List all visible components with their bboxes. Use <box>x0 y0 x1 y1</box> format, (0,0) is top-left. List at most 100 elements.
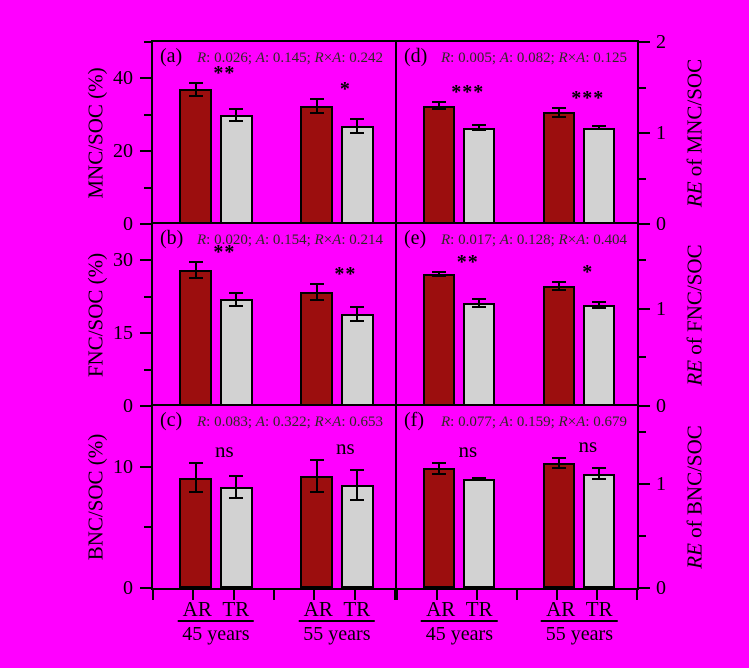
error-bar <box>592 124 607 131</box>
x-group-label-1: AR TR 55 years <box>298 598 376 646</box>
x-group-label-0: AR TR 45 years <box>177 598 255 645</box>
x-tick <box>436 590 438 600</box>
bar-AR-55-years <box>300 291 334 406</box>
error-bar-line <box>356 469 358 501</box>
error-bar <box>472 123 487 132</box>
y-tick-label: 0 <box>656 213 666 235</box>
error-bar <box>432 462 447 475</box>
error-bar-cap-top <box>229 107 243 110</box>
error-bar <box>552 456 567 470</box>
bar-AR-55-years <box>543 463 576 588</box>
y-tick-label: 0 <box>656 395 666 417</box>
bar-AR-45-years <box>179 477 213 588</box>
error-bar-cap-top <box>552 106 567 109</box>
panel-letter-a: (a) <box>160 45 183 67</box>
y-tick-major <box>140 150 151 153</box>
panel-stats-a: R: 0.026; A: 0.145; R×A: 0.242 <box>197 50 384 66</box>
bar-AR-45-years <box>423 105 456 224</box>
error-bar-cap-top <box>309 282 324 285</box>
significance-marker: ** <box>213 240 236 263</box>
error-bar <box>432 101 447 111</box>
significance-marker: ns <box>458 438 478 463</box>
error-bar-line <box>194 461 197 494</box>
error-bar-cap-top <box>188 82 203 85</box>
y-tick-label: 1 <box>656 297 666 320</box>
error-bar <box>472 476 487 481</box>
y-axis-title-a: MNC/SOC (%) <box>83 67 108 199</box>
panel-b: (b) R: 0.020; A: 0.154; R×A: 0.214 ** ** <box>153 224 395 406</box>
y-tick-major <box>140 259 151 262</box>
error-bar <box>552 106 567 118</box>
y-tick-major <box>639 41 650 43</box>
error-bar-cap-bottom <box>432 472 447 475</box>
x-tick <box>636 590 638 600</box>
bar-TR-55-years <box>340 313 374 406</box>
y-tick-minor <box>144 368 151 371</box>
error-bar-cap-bottom <box>350 498 364 501</box>
x-group-label-2: AR TR 45 years <box>421 598 498 645</box>
y-axis-title-b: FNC/SOC (%) <box>83 252 108 378</box>
y-tick-major <box>639 483 650 485</box>
significance-marker: ns <box>215 437 234 462</box>
error-bar-cap-top <box>188 260 203 263</box>
y-tick-label: 15 <box>113 322 133 345</box>
y-tick-label: 0 <box>123 577 133 599</box>
significance-marker: *** <box>451 81 485 104</box>
error-bar-cap-top <box>432 271 447 274</box>
x-tick <box>596 590 598 600</box>
y-tick-minor <box>144 41 151 43</box>
error-bar-line <box>438 271 441 277</box>
panel-letter-c: (c) <box>160 409 183 431</box>
panel-divider-vertical <box>395 42 397 588</box>
error-bar-cap-bottom <box>188 277 203 280</box>
y-tick-label: 1 <box>656 122 666 144</box>
bar-AR-55-years <box>300 476 334 588</box>
error-bar-cap-top <box>472 123 487 126</box>
error-bar-line <box>356 305 358 323</box>
error-bar-line <box>478 298 481 308</box>
age-group-label: 55 years <box>303 623 371 646</box>
error-bar-line <box>598 467 601 480</box>
treatment-pair-label: AR TR <box>541 598 618 623</box>
error-bar-cap-bottom <box>309 491 324 494</box>
bar-AR-45-years <box>423 274 456 406</box>
significance-marker: * <box>582 260 594 283</box>
y-tick-major <box>140 465 151 468</box>
panel-letter-b: (b) <box>160 227 184 249</box>
error-bar-line <box>438 462 441 475</box>
error-bar <box>350 117 364 134</box>
y-tick-major <box>639 223 650 225</box>
significance-marker: ** <box>334 262 357 285</box>
error-bar-cap-top <box>309 97 324 100</box>
y-tick-label: 2 <box>656 31 666 53</box>
bar-AR-55-years <box>300 105 334 224</box>
x-tick <box>152 590 154 600</box>
error-bar-cap-bottom <box>229 497 243 500</box>
treatment-pair-label: AR TR <box>298 598 376 623</box>
y-tick-minor <box>144 186 151 189</box>
error-bar <box>188 82 203 97</box>
error-bar-cap-bottom <box>309 111 324 114</box>
error-bar-line <box>235 291 237 307</box>
error-bar-cap-top <box>472 298 487 301</box>
bar-TR-55-years <box>583 305 616 406</box>
y-tick-minor <box>144 223 151 225</box>
significance-marker: *** <box>571 86 605 109</box>
x-tick <box>556 590 558 600</box>
error-bar-cap-bottom <box>472 305 487 308</box>
error-bar-cap-top <box>592 301 607 304</box>
y-axis-title-f: RE of BNC/SOC <box>682 425 707 569</box>
error-bar-line <box>478 476 481 481</box>
y-tick-label: 20 <box>113 140 133 163</box>
bar-TR-55-years <box>583 473 616 588</box>
panel-f: (f) R: 0.077; A: 0.159; R×A: 0.679 ns ns <box>397 406 637 588</box>
y-tick-label: 1 <box>656 473 666 495</box>
bar-TR-45-years <box>219 114 253 224</box>
error-bar-line <box>235 475 237 500</box>
y-tick-label: 10 <box>113 455 133 478</box>
y-tick-minor <box>639 177 646 180</box>
y-tick-major <box>639 307 650 310</box>
error-bar-cap-top <box>350 117 364 120</box>
error-bar-line <box>598 301 601 309</box>
